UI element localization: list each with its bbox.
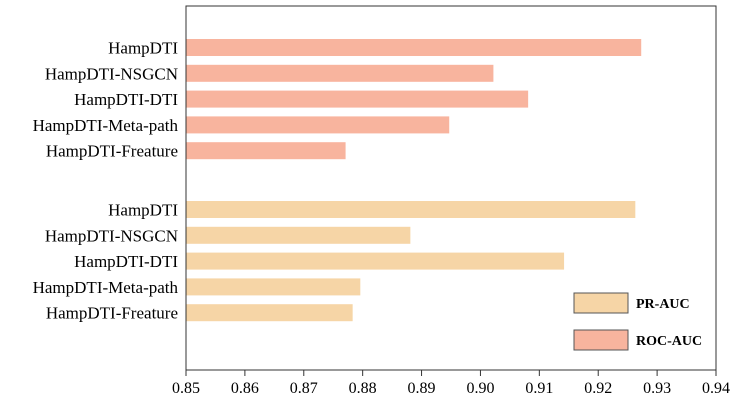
- bar-pr-auc-1: [186, 201, 636, 218]
- category-label-pr-auc-1: HampDTI: [108, 201, 178, 220]
- category-label-pr-auc-2: HampDTI-NSGCN: [45, 226, 178, 245]
- x-tick-label-5: 0.89: [408, 380, 436, 397]
- x-tick-label-4: 0.88: [349, 380, 377, 397]
- legend-swatch-pr-auc: [573, 292, 629, 314]
- legend-swatch-roc-auc: [573, 329, 629, 351]
- bar-pr-auc-5: [186, 304, 353, 322]
- x-tick-label-9: 0.93: [643, 380, 671, 397]
- plot-frame: [185, 5, 717, 371]
- x-tick-label-8: 0.92: [584, 380, 612, 397]
- bar-pr-auc-4: [186, 278, 361, 296]
- x-tick-label-3: 0.87: [290, 380, 318, 397]
- x-tick-label-6: 0.90: [466, 380, 494, 397]
- bar-roc-auc-3: [186, 90, 529, 108]
- legend: PR-AUC ROC-AUC: [573, 292, 702, 351]
- bar-roc-auc-1: [186, 39, 642, 56]
- legend-label-pr-auc: PR-AUC: [636, 297, 690, 312]
- category-label-roc-auc-2: HampDTI-NSGCN: [45, 64, 178, 83]
- category-label-pr-auc-3: HampDTI-DTI: [74, 252, 178, 271]
- category-label-pr-auc-5: HampDTI-Freature: [46, 304, 178, 323]
- x-axis-ticks: 0.85 0.86 0.87 0.88 0.89 0.90 0.91 0.92 0.93 0.94: [172, 370, 730, 397]
- bar-pr-auc-3: [186, 252, 565, 270]
- x-tick-label-10: 0.94: [702, 380, 730, 397]
- category-label-roc-auc-5: HampDTI-Freature: [46, 142, 178, 161]
- category-label-pr-auc-4: HampDTI-Meta-path: [33, 278, 179, 297]
- bar-pr-auc-2: [186, 226, 411, 244]
- x-tick-label-2: 0.86: [231, 380, 259, 397]
- category-label-roc-auc-1: HampDTI: [108, 39, 178, 58]
- bar-roc-auc-2: [186, 64, 494, 82]
- category-label-roc-auc-4: HampDTI-Meta-path: [33, 116, 179, 135]
- x-tick-label-1: 0.85: [172, 380, 200, 397]
- bar-roc-auc-4: [186, 116, 450, 134]
- bars-layer: [186, 39, 642, 322]
- legend-label-roc-auc: ROC-AUC: [636, 334, 702, 349]
- x-tick-label-7: 0.91: [525, 380, 553, 397]
- category-labels: HampDTI HampDTI-NSGCN HampDTI-DTI HampDTI-M…: [33, 39, 179, 323]
- bar-roc-auc-5: [186, 142, 346, 160]
- category-label-roc-auc-3: HampDTI-DTI: [74, 90, 178, 109]
